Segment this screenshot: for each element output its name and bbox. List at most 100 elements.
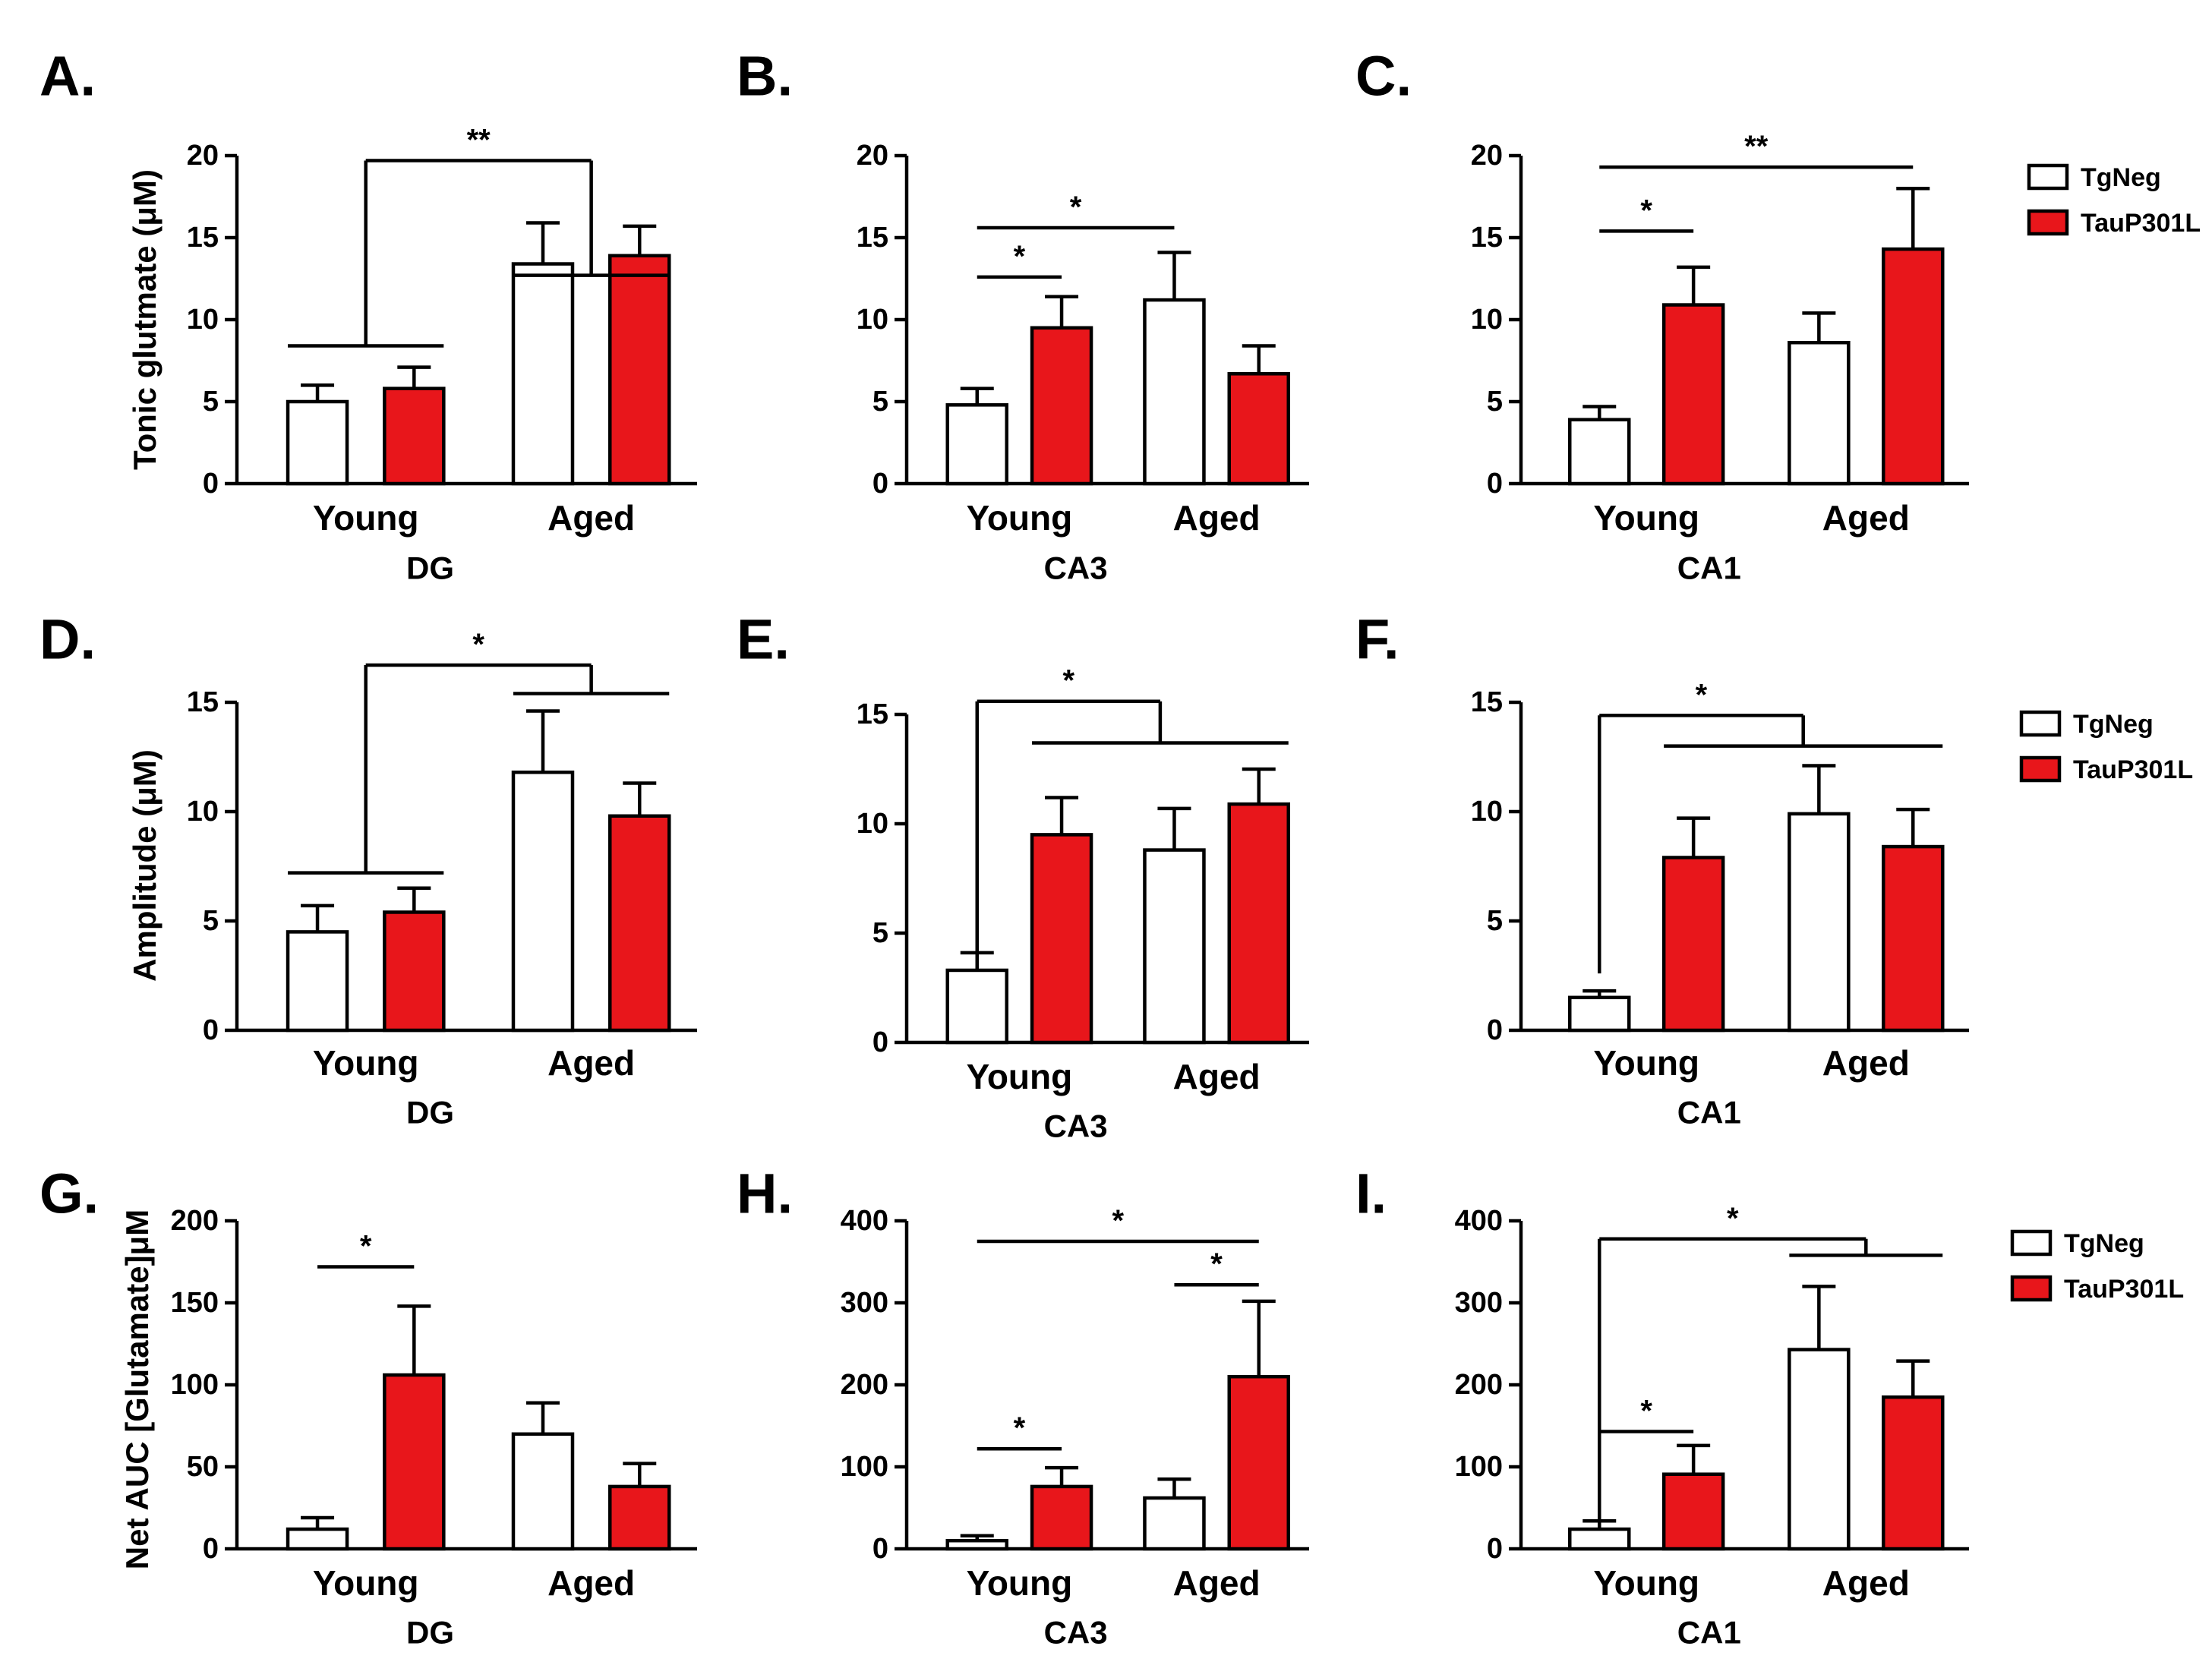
legend-label: TauP301L (2064, 1275, 2184, 1304)
significance-label: * (1112, 1204, 1124, 1238)
significance-label: * (1210, 1247, 1223, 1281)
bar-tgneg (511, 1432, 575, 1551)
y-tick-label: 300 (841, 1287, 888, 1319)
bar-tgneg (286, 930, 349, 1033)
y-tick-label: 5 (1487, 386, 1503, 418)
legend-swatch-tgneg (2010, 1229, 2053, 1257)
significance-label: * (1696, 678, 1708, 711)
panel-letter: B. (737, 45, 793, 108)
bar-taup301l (383, 386, 446, 486)
x-tick-label: Young (1593, 498, 1699, 538)
panel-letter: C. (1355, 45, 1412, 108)
bar-taup301l (608, 814, 671, 1033)
y-tick-label: 15 (1471, 222, 1503, 254)
bar-taup301l (1030, 833, 1093, 1045)
y-tick-label: 0 (1487, 1533, 1503, 1565)
x-axis-label: CA1 (1677, 1615, 1741, 1651)
y-tick-label: 50 (187, 1451, 219, 1483)
significance-label: * (1640, 194, 1652, 227)
x-tick-label: Aged (1173, 1563, 1261, 1603)
bar-taup301l (1661, 1472, 1725, 1551)
x-axis-label: DG (406, 1095, 454, 1130)
bar-taup301l (1661, 303, 1725, 486)
y-tick-label: 10 (1471, 304, 1503, 336)
bar-tgneg (945, 1538, 1008, 1551)
legend-swatch-taup301l (2019, 755, 2062, 783)
x-tick-label: Aged (1173, 1057, 1261, 1096)
y-tick-label: 15 (857, 698, 888, 730)
x-tick-label: Young (313, 1563, 419, 1603)
bar-tgneg (1143, 848, 1206, 1045)
legend-swatch-taup301l (2010, 1275, 2053, 1302)
significance-label: ** (467, 123, 491, 156)
significance-label: ** (1744, 130, 1769, 163)
bar-tgneg (1788, 340, 1851, 486)
y-tick-label: 0 (872, 1026, 888, 1058)
bar-tgneg (1143, 298, 1206, 486)
x-tick-label: Young (967, 1563, 1073, 1603)
significance-label: * (1063, 664, 1075, 698)
bar-tgneg (945, 968, 1008, 1045)
y-tick-label: 0 (1487, 1014, 1503, 1046)
y-tick-label: 200 (171, 1205, 219, 1237)
x-axis-label: CA3 (1044, 1615, 1108, 1651)
bar-tgneg (1143, 1496, 1206, 1551)
bar-taup301l (383, 1373, 446, 1551)
y-tick-label: 20 (187, 140, 219, 172)
y-tick-label: 0 (872, 1533, 888, 1565)
significance-label: * (1014, 1411, 1026, 1445)
x-tick-label: Aged (1822, 1563, 1910, 1603)
significance-label: * (360, 1229, 372, 1263)
bar-taup301l (1227, 1374, 1290, 1551)
bar-taup301l (608, 1484, 671, 1551)
panel-f: F. 0 5 10 15 Young Aged CA1 * TgNeg TauP301L (1355, 608, 2193, 1130)
y-tick-label: 0 (203, 468, 219, 500)
panel-a: A. Tonic glutmate (μM) 0 5 10 15 20 Young Aged DG… (39, 45, 697, 586)
y-tick-label: 150 (171, 1287, 219, 1319)
y-tick-label: 0 (1487, 468, 1503, 500)
panel-h: H. 0 100 200 300 400 Young Aged CA3 * * * (737, 1162, 1309, 1651)
panel-letter: F. (1355, 608, 1399, 671)
bar-taup301l (1661, 856, 1725, 1033)
significance-label: * (1014, 240, 1026, 273)
y-tick-label: 0 (872, 468, 888, 500)
panel-g: G. Net AUC [Glutamate]μM 0 50 100 150 200 Young… (39, 1162, 697, 1651)
y-tick-label: 5 (872, 917, 888, 949)
significance-label: * (1727, 1202, 1739, 1235)
y-tick-label: 5 (872, 386, 888, 418)
y-tick-label: 100 (1455, 1451, 1503, 1483)
y-tick-label: 10 (1471, 796, 1503, 828)
legend-label: TauP301L (2081, 209, 2201, 238)
legend-swatch-tgneg (2027, 163, 2069, 191)
legend-label: TgNeg (2081, 163, 2161, 192)
y-tick-label: 400 (841, 1205, 888, 1237)
panel-e: E. 0 5 10 15 Young Aged CA3 * (737, 608, 1309, 1144)
bar-tgneg (1788, 1348, 1851, 1551)
y-tick-label: 20 (857, 140, 888, 172)
y-tick-label: 10 (857, 304, 888, 336)
y-tick-label: 0 (203, 1533, 219, 1565)
x-axis-label: CA1 (1677, 1095, 1741, 1130)
panel-i: I. 0 100 200 300 400 Young Aged CA1 * * TgNeg TauP30… (1355, 1162, 2184, 1651)
legend-swatch-taup301l (2027, 209, 2069, 236)
x-tick-label: Young (967, 1057, 1073, 1096)
legend-label: TgNeg (2064, 1229, 2144, 1258)
significance-label: * (1640, 1395, 1652, 1428)
bar-tgneg (1568, 418, 1631, 486)
bar-tgneg (945, 403, 1008, 486)
x-axis-label: CA3 (1044, 550, 1108, 586)
legend-label: TgNeg (2073, 710, 2154, 739)
bar-taup301l (383, 910, 446, 1033)
x-tick-label: Aged (1822, 1043, 1910, 1083)
y-tick-label: 5 (203, 386, 219, 418)
bar-tgneg (1568, 995, 1631, 1033)
x-axis-label: DG (406, 1615, 454, 1651)
bar-taup301l (1030, 1484, 1093, 1551)
bar-taup301l (608, 254, 671, 486)
panel-letter: H. (737, 1162, 793, 1225)
panel-letter: A. (39, 45, 96, 108)
significance-label: * (472, 628, 484, 661)
panel-letter: D. (39, 608, 96, 671)
x-tick-label: Aged (1822, 498, 1910, 538)
